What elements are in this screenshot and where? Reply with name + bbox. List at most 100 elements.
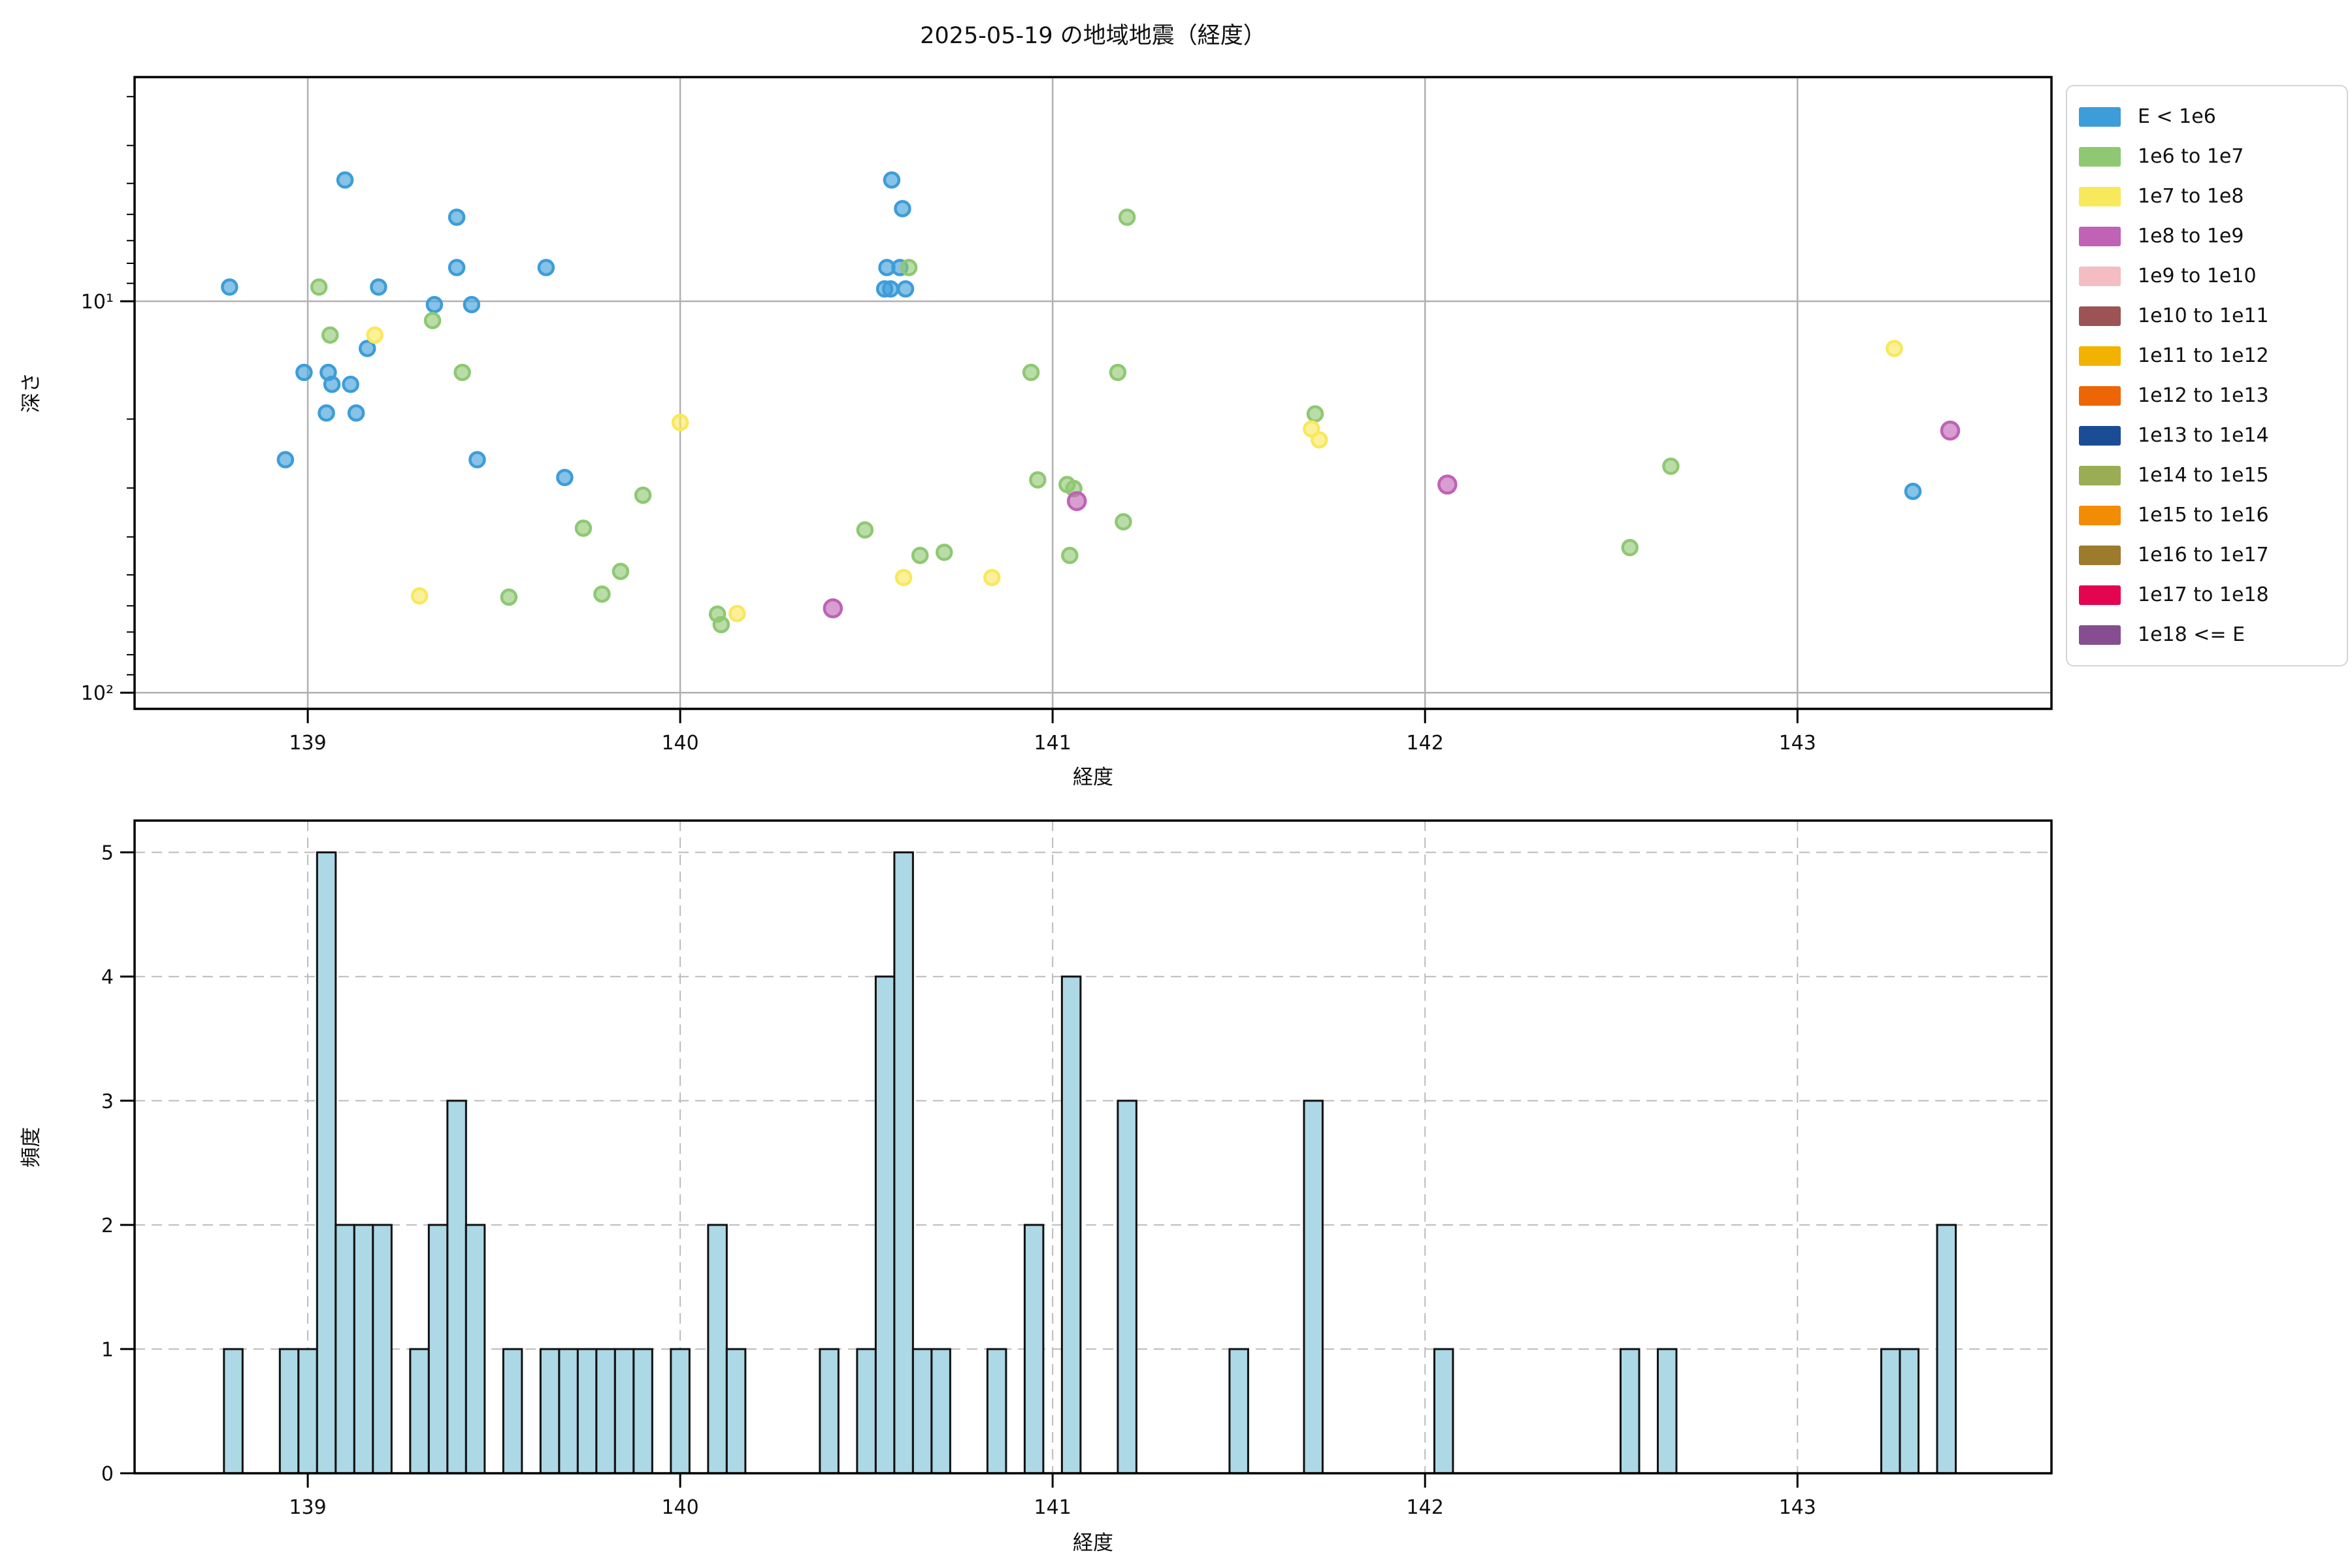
histogram-bar (1656, 1348, 1678, 1475)
scatter-grid (135, 77, 2051, 709)
scatter-y-tick-label: 10¹ (81, 291, 114, 314)
histogram-bar (278, 1348, 300, 1475)
histogram-bar (819, 1348, 840, 1475)
scatter-axes: 139 140 141 142 143 10¹ 10² (81, 76, 2053, 755)
scatter-ylabel: 深さ (20, 372, 43, 413)
legend-entry: 1e9 to 1e10 (2079, 256, 2335, 296)
legend: E < 1e6 1e6 to 1e7 1e7 to 1e8 1e8 to 1e9 1e9… (2066, 85, 2348, 666)
legend-swatch-icon (2079, 505, 2121, 525)
scatter-x-tick-label: 142 (1407, 732, 1444, 755)
legend-swatch-icon (2079, 346, 2121, 366)
legend-label: 1e17 to 1e18 (2138, 583, 2269, 606)
histogram-bar (595, 1348, 616, 1475)
legend-entry: 1e7 to 1e8 (2079, 176, 2335, 216)
histogram-bar (613, 1348, 635, 1475)
scatter-x-tick-label: 143 (1779, 732, 1816, 755)
legend-swatch-icon (2079, 306, 2121, 326)
histogram-bar (558, 1348, 579, 1475)
histogram-bar (223, 1348, 244, 1475)
histogram-bar (1228, 1348, 1249, 1475)
histogram-grid (135, 821, 2051, 1473)
legend-entry: 1e18 <= E (2079, 615, 2335, 655)
legend-swatch-icon (2079, 266, 2121, 286)
histogram-x-tick-label: 139 (289, 1496, 326, 1519)
legend-label: 1e10 to 1e11 (2138, 304, 2269, 327)
series-1e6 to 1e7 (310, 208, 1680, 634)
histogram-bar (446, 1100, 467, 1475)
legend-entry: 1e10 to 1e11 (2079, 296, 2335, 336)
histogram-axes: 139 140 141 142 143 0 1 2 3 4 5 (101, 819, 2053, 1519)
histogram-bar (502, 1348, 523, 1475)
legend-label: 1e6 to 1e7 (2138, 145, 2244, 168)
histogram-bar (372, 1224, 393, 1475)
figure-title: 2025-05-19 の地域地震（経度） (920, 23, 1266, 49)
histogram-y-tick-label: 0 (101, 1463, 114, 1486)
histogram-bar (1899, 1348, 1919, 1475)
legend-swatch-icon (2079, 186, 2121, 206)
histogram-y-tick-label: 2 (101, 1215, 114, 1237)
histogram-x-tick-label: 141 (1034, 1496, 1071, 1519)
histogram-bar (670, 1348, 691, 1475)
histogram-y-tick-label: 5 (101, 842, 114, 865)
legend-label: 1e8 to 1e9 (2138, 225, 2244, 248)
histogram-xlabel: 経度 (1073, 1531, 1113, 1555)
histogram-bar (576, 1348, 598, 1475)
histogram-bar (911, 1348, 933, 1475)
legend-entry: 1e8 to 1e9 (2079, 216, 2335, 256)
legend-entry: 1e6 to 1e7 (2079, 137, 2335, 176)
histogram-bar (316, 851, 337, 1475)
histogram-bar (1117, 1100, 1137, 1475)
scatter-xlabel: 経度 (1073, 766, 1113, 789)
histogram-bar (632, 1348, 653, 1475)
legend-swatch-icon (2079, 385, 2121, 406)
legend-entry: 1e14 to 1e15 (2079, 455, 2335, 495)
scatter-x-tick-label: 141 (1034, 732, 1071, 755)
legend-label: 1e12 to 1e13 (2138, 384, 2269, 407)
histogram-y-tick-label: 1 (101, 1339, 114, 1362)
legend-swatch-icon (2079, 226, 2121, 246)
histogram-bar (856, 1348, 877, 1475)
histogram-bar (986, 1348, 1007, 1475)
histogram-bar (1619, 1348, 1641, 1475)
histogram-bar (1303, 1100, 1324, 1475)
histogram-bar (335, 1224, 355, 1475)
legend-entry: 1e15 to 1e16 (2079, 495, 2335, 535)
histogram-bar (427, 1224, 449, 1475)
legend-swatch-icon (2079, 545, 2121, 565)
legend-entry: 1e17 to 1e18 (2079, 575, 2335, 615)
scatter-x-tick-label: 140 (661, 732, 698, 755)
legend-swatch-icon (2079, 465, 2121, 485)
histogram-bar (707, 1224, 728, 1475)
legend-label: 1e11 to 1e12 (2138, 344, 2269, 367)
histogram-x-tick-label: 140 (661, 1496, 698, 1519)
legend-label: 1e16 to 1e17 (2138, 544, 2269, 566)
histogram-x-tick-label: 142 (1407, 1496, 1444, 1519)
histogram-bar (1023, 1224, 1045, 1475)
legend-swatch-icon (2079, 425, 2121, 446)
legend-entry: 1e11 to 1e12 (2079, 336, 2335, 376)
legend-entry: E < 1e6 (2079, 97, 2335, 137)
series-1e8 to 1e9 (823, 420, 1961, 619)
legend-entry: 1e16 to 1e17 (2079, 535, 2335, 575)
histogram-bar (1060, 975, 1082, 1475)
histogram-bars (223, 851, 1957, 1475)
legend-label: E < 1e6 (2138, 105, 2216, 128)
histogram-y-tick-label: 3 (101, 1090, 114, 1113)
histogram-bar (409, 1348, 430, 1475)
histogram-bar (1880, 1348, 1901, 1475)
chart-layers: 139 140 141 142 143 10¹ 10² 139 140 141 142 143 0 1 2 3… (81, 76, 2053, 1519)
series-E < 1e6 (221, 171, 1922, 500)
legend-swatch-icon (2079, 146, 2121, 167)
legend-swatch-icon (2079, 106, 2121, 127)
scatter-y-tick-label: 10² (81, 682, 114, 705)
histogram-bar (1433, 1348, 1454, 1475)
histogram-bar (1936, 1224, 1957, 1475)
legend-label: 1e13 to 1e14 (2138, 424, 2269, 447)
histogram-y-tick-label: 4 (101, 966, 114, 989)
histogram-bar (874, 975, 896, 1475)
legend-entry: 1e13 to 1e14 (2079, 416, 2335, 455)
histogram-bar (297, 1348, 318, 1475)
legend-label: 1e7 to 1e8 (2138, 185, 2244, 208)
legend-swatch-icon (2079, 585, 2121, 605)
